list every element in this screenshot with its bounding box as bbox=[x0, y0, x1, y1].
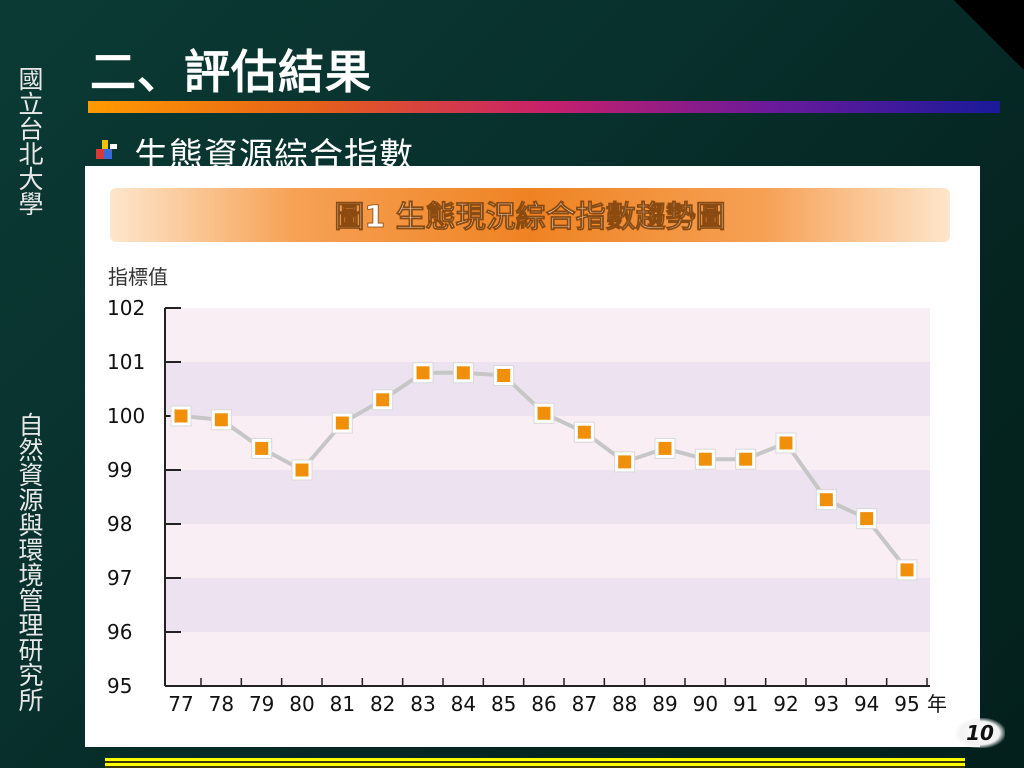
data-point bbox=[819, 493, 833, 507]
title-gradient-rule bbox=[88, 101, 1000, 113]
data-point bbox=[376, 393, 390, 407]
grid-bands bbox=[165, 308, 930, 686]
data-point bbox=[739, 452, 753, 466]
chart-title: 圖1 生態現況綜合指數趨勢圖 bbox=[334, 200, 725, 235]
y-tick-label: 98 bbox=[107, 512, 132, 536]
y-tick-label: 101 bbox=[107, 350, 145, 374]
x-tick-label: 94 bbox=[854, 692, 879, 716]
y-tick-label: 96 bbox=[107, 620, 132, 644]
chart-title-bar bbox=[110, 188, 950, 242]
y-tick-label: 102 bbox=[107, 296, 145, 320]
y-tick-label: 99 bbox=[107, 458, 132, 482]
x-tick-label: 82 bbox=[370, 692, 395, 716]
bottom-stripe-bar bbox=[105, 758, 965, 768]
grid-band bbox=[165, 578, 930, 632]
data-point bbox=[658, 441, 672, 455]
institute-name-vertical: 自然資源與環境管理研究所 bbox=[15, 412, 44, 712]
x-tick-label: 89 bbox=[652, 692, 677, 716]
chart-svg: 圖1 生態現況綜合指數趨勢圖 指標值 102 101 100 99 98 97 96 95 7… bbox=[107, 188, 950, 716]
data-point bbox=[900, 563, 914, 577]
data-point bbox=[537, 406, 551, 420]
y-tick-label: 97 bbox=[107, 566, 132, 590]
data-point bbox=[698, 452, 712, 466]
x-tick-label: 93 bbox=[814, 692, 839, 716]
series-markers bbox=[170, 362, 918, 581]
x-tick-label: 95 bbox=[894, 692, 919, 716]
x-tick-label: 90 bbox=[693, 692, 718, 716]
y-tick-label: 95 bbox=[107, 674, 132, 698]
x-tick-label: 88 bbox=[612, 692, 637, 716]
x-tick-label: 78 bbox=[209, 692, 234, 716]
grid-band bbox=[165, 470, 930, 524]
y-tick-label: 100 bbox=[107, 404, 145, 428]
x-tick-label: 79 bbox=[249, 692, 274, 716]
x-tick-label: 80 bbox=[289, 692, 314, 716]
data-point bbox=[416, 366, 430, 380]
data-point bbox=[214, 413, 228, 427]
x-tick-label: 87 bbox=[572, 692, 597, 716]
chart-panel: 圖1 生態現況綜合指數趨勢圖 指標值 102 101 100 99 98 97 96 95 7… bbox=[85, 166, 980, 747]
data-point bbox=[335, 416, 349, 430]
grid-band bbox=[165, 416, 930, 470]
x-tick-label: 84 bbox=[451, 692, 476, 716]
x-axis-label: 年 bbox=[927, 692, 947, 716]
x-tick-label: 91 bbox=[733, 692, 758, 716]
data-point bbox=[860, 512, 874, 526]
y-tick-labels: 102 101 100 99 98 97 96 95 bbox=[107, 296, 145, 698]
data-point bbox=[779, 436, 793, 450]
x-tick-label: 77 bbox=[168, 692, 193, 716]
data-point bbox=[577, 425, 591, 439]
x-tick-labels: 77 78 79 80 81 82 83 84 85 86 87 88 89 90 91 92 93 94 95 年 bbox=[168, 692, 947, 716]
x-tick-label: 92 bbox=[773, 692, 798, 716]
x-tick-label: 81 bbox=[330, 692, 355, 716]
grid-band bbox=[165, 632, 930, 686]
university-name-vertical: 國立台北大學 bbox=[15, 66, 44, 216]
data-point bbox=[497, 369, 511, 382]
y-axis-label: 指標值 bbox=[108, 265, 168, 289]
x-tick-label: 85 bbox=[491, 692, 516, 716]
data-point bbox=[174, 409, 188, 423]
axes bbox=[164, 307, 930, 687]
corner-decoration bbox=[954, 0, 1024, 70]
grid-band bbox=[165, 524, 930, 578]
data-point bbox=[255, 441, 269, 455]
page-number: 10 bbox=[955, 718, 1005, 748]
data-point bbox=[618, 455, 632, 469]
x-tick-label: 83 bbox=[410, 692, 435, 716]
x-tick-label: 86 bbox=[531, 692, 556, 716]
grid-band bbox=[165, 308, 930, 362]
bullet-blocks-icon bbox=[96, 140, 117, 159]
data-point bbox=[456, 366, 470, 380]
data-point bbox=[295, 463, 309, 477]
slide-title: 二、評估結果 bbox=[90, 45, 372, 99]
